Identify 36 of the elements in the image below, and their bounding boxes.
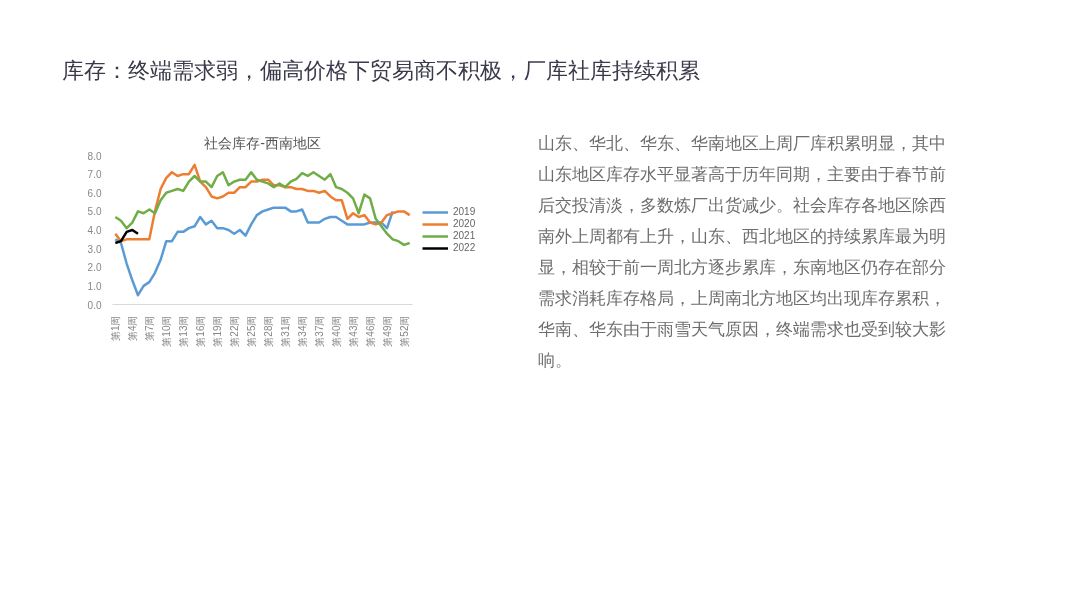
x-tick-label: 第28周: [262, 315, 274, 347]
chart-title: 社会库存-西南地区: [204, 134, 321, 151]
y-tick-label: 3.0: [87, 243, 102, 255]
x-tick-label: 第16周: [194, 315, 206, 347]
x-tick-label: 第13周: [177, 315, 189, 347]
x-tick-label: 第19周: [211, 315, 223, 347]
x-tick-label: 第7周: [143, 315, 155, 342]
y-tick-label: 8.0: [87, 150, 102, 162]
x-tick-label: 第22周: [228, 315, 240, 347]
x-tick-label: 第25周: [245, 315, 257, 347]
legend-label: 2022: [453, 241, 476, 254]
x-tick-label: 第49周: [381, 315, 393, 347]
y-tick-label: 4.0: [87, 225, 102, 236]
x-tick-label: 第43周: [347, 315, 359, 347]
legend-label: 2019: [453, 205, 476, 218]
x-tick-label: 第40周: [330, 315, 342, 347]
y-tick-label: 1.0: [87, 280, 102, 292]
x-tick-label: 第4周: [126, 315, 138, 342]
y-tick-label: 6.0: [87, 187, 102, 199]
x-tick-label: 第34周: [296, 315, 308, 347]
x-tick-label: 第46周: [364, 315, 376, 347]
text: 山东、华北、华东、华南地区上周厂库积累明显，其中山东地区库存水平显著高于历年同期，主要由于春节前后交投清淡，多数炼厂出货减少。社会库存各地区除西南外上周都有上升，山东、西北地区的持续累库最为明显，相较于前一周北方逐步累库，东南地区仍存在部分需求消耗库存格局，上周南北方地区均出现库存累积，华南、华东由于雨雪天气原因，终端需求也受到较大影响。: [538, 133, 947, 372]
x-tick-label: 第31周: [279, 315, 291, 347]
x-tick-label: 第37周: [313, 315, 325, 347]
legend-label: 2020: [453, 217, 476, 230]
x-tick-label: 第10周: [160, 315, 172, 347]
x-tick-label: 第1周: [109, 315, 121, 342]
line-series: [114, 228, 140, 245]
line-series: [114, 206, 394, 297]
y-tick-label: 2.0: [87, 262, 102, 274]
text: 库存：终端需求弱，偏高价格下贸易商不积极，厂库社库持续积累: [62, 57, 701, 85]
y-tick-label: 5.0: [87, 206, 102, 218]
legend-label: 2021: [453, 229, 476, 242]
y-tick-label: 7.0: [87, 169, 102, 181]
y-tick-label: 0.0: [87, 299, 102, 311]
x-tick-label: 第52周: [398, 315, 410, 347]
